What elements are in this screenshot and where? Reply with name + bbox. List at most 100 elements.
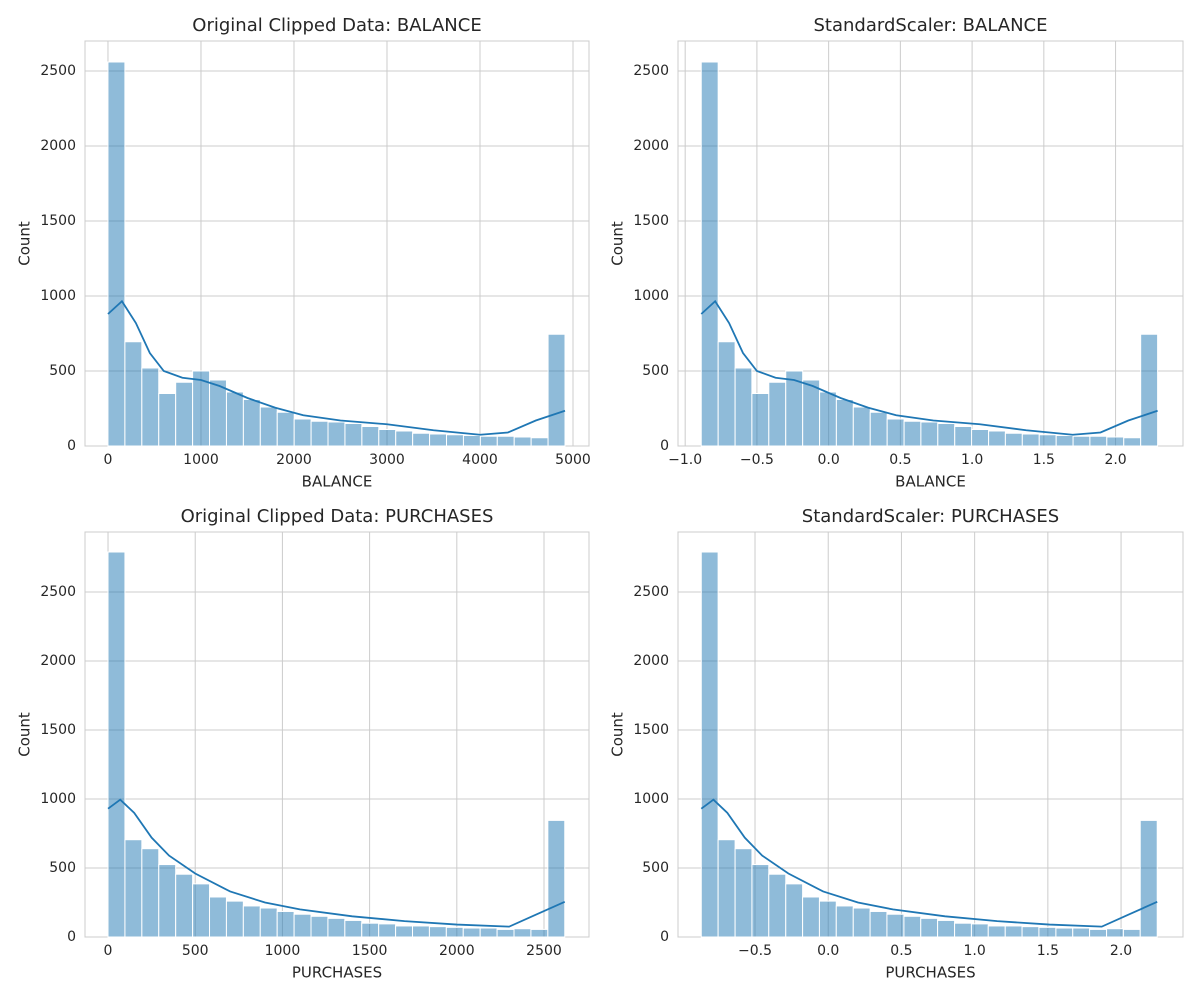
y-tick-label: 1000	[40, 791, 76, 807]
histogram-bar	[1106, 928, 1124, 938]
chart-title: Original Clipped Data: PURCHASES	[181, 506, 494, 527]
histogram-bar	[361, 426, 380, 447]
y-tick-label: 2000	[633, 138, 669, 154]
y-tick-label: 2500	[633, 63, 669, 79]
histogram-bar	[1038, 434, 1057, 447]
histogram-bar	[530, 928, 549, 938]
histogram-bar	[1055, 927, 1074, 938]
x-tick-label: 1000	[265, 943, 301, 959]
histogram-bar	[768, 873, 787, 938]
histogram-bar	[378, 429, 397, 447]
x-tick-label: 1.0	[964, 943, 986, 959]
y-tick-label: 1000	[633, 791, 669, 807]
y-tick-label: 1000	[40, 288, 76, 304]
histogram-bar	[192, 883, 211, 938]
x-tick-label: 5000	[555, 452, 591, 468]
x-tick-label: 1000	[183, 452, 219, 468]
histogram-bar	[886, 418, 905, 447]
histogram-bar	[446, 434, 464, 447]
histogram-bar	[819, 391, 837, 447]
histogram-bar	[1072, 435, 1091, 447]
histogram-bar	[700, 551, 719, 938]
histogram-bar	[1106, 436, 1125, 447]
histogram-bar	[734, 367, 753, 447]
kde-line	[107, 299, 566, 436]
y-tick-label: 500	[642, 860, 669, 876]
x-tick-label: 1.0	[961, 452, 983, 468]
histogram-bar	[479, 435, 498, 447]
x-tick-label: 2.0	[1110, 943, 1132, 959]
histogram-bar	[1021, 433, 1040, 447]
histogram-bar	[293, 418, 312, 447]
histogram-bar	[903, 420, 922, 447]
histogram-bar	[462, 435, 481, 447]
histogram-bar	[395, 925, 414, 938]
histogram-bar	[1021, 926, 1040, 938]
histogram-bar	[310, 420, 329, 447]
histogram-bar	[225, 391, 244, 447]
x-axis-label: PURCHASES	[885, 964, 975, 982]
histogram-bar	[276, 411, 295, 447]
histogram-bar	[547, 333, 566, 447]
x-axis-label: BALANCE	[302, 473, 373, 491]
y-tick-label: 1500	[633, 213, 669, 229]
histogram-bar	[903, 915, 922, 938]
y-tick-label: 500	[49, 860, 76, 876]
histogram-bar	[802, 896, 820, 938]
histogram-bar	[852, 406, 871, 447]
histogram-bar	[158, 393, 177, 447]
histogram-bar	[530, 437, 549, 447]
histogram-bar	[327, 917, 346, 938]
y-tick-label: 2000	[40, 653, 76, 669]
histogram-bar	[141, 848, 160, 938]
histogram-bar	[869, 910, 888, 938]
histogram-bar	[513, 436, 532, 447]
x-tick-label: 0	[104, 943, 113, 959]
histogram-bar	[937, 919, 956, 938]
histogram-bar	[751, 864, 770, 938]
histogram-bar	[1055, 435, 1074, 447]
histogram-bar	[496, 435, 515, 447]
histogram-bar	[971, 429, 990, 447]
histogram-bar	[429, 433, 448, 447]
x-axis-label: PURCHASES	[292, 964, 382, 982]
x-tick-label: 1.5	[1033, 452, 1055, 468]
y-tick-label: 500	[49, 363, 76, 379]
histogram-bar	[141, 367, 160, 447]
histogram-bar	[124, 839, 143, 938]
histogram-bar	[124, 341, 143, 447]
y-tick-label: 2500	[40, 63, 76, 79]
histogram-bar	[818, 900, 837, 938]
histogram-bar	[717, 839, 736, 938]
x-tick-label: 2000	[276, 452, 312, 468]
x-axis-label: BALANCE	[895, 473, 966, 491]
plot-area	[677, 40, 1184, 447]
x-tick-label: 4000	[462, 452, 498, 468]
x-tick-label: −0.5	[738, 943, 772, 959]
histogram-bar	[1123, 437, 1142, 447]
histogram-bar	[988, 430, 1006, 447]
y-tick-label: 1500	[40, 722, 76, 738]
histogram-bar	[920, 917, 939, 938]
histogram-bar	[835, 905, 854, 938]
chart-title: StandardScaler: BALANCE	[813, 15, 1047, 36]
histogram-bar	[1122, 928, 1141, 938]
histogram-bar	[175, 873, 194, 938]
histogram-bar	[428, 926, 447, 938]
histogram-bar	[1072, 927, 1091, 938]
histogram-bar	[412, 925, 430, 938]
histogram-bar	[259, 406, 278, 447]
histogram-bar	[869, 411, 888, 447]
y-axis-label: Count	[16, 221, 34, 266]
histogram-bar	[479, 927, 498, 938]
histogram-bar	[1139, 819, 1158, 938]
histogram-bar	[361, 922, 380, 938]
histogram-bar	[954, 426, 973, 447]
histogram-bar	[412, 432, 431, 447]
histogram-bar	[242, 905, 261, 938]
kde-line	[700, 299, 1158, 436]
histogram-bar	[547, 819, 566, 938]
x-tick-label: 3000	[369, 452, 405, 468]
x-tick-label: 1.5	[1037, 943, 1059, 959]
histogram-bar	[1004, 432, 1023, 447]
